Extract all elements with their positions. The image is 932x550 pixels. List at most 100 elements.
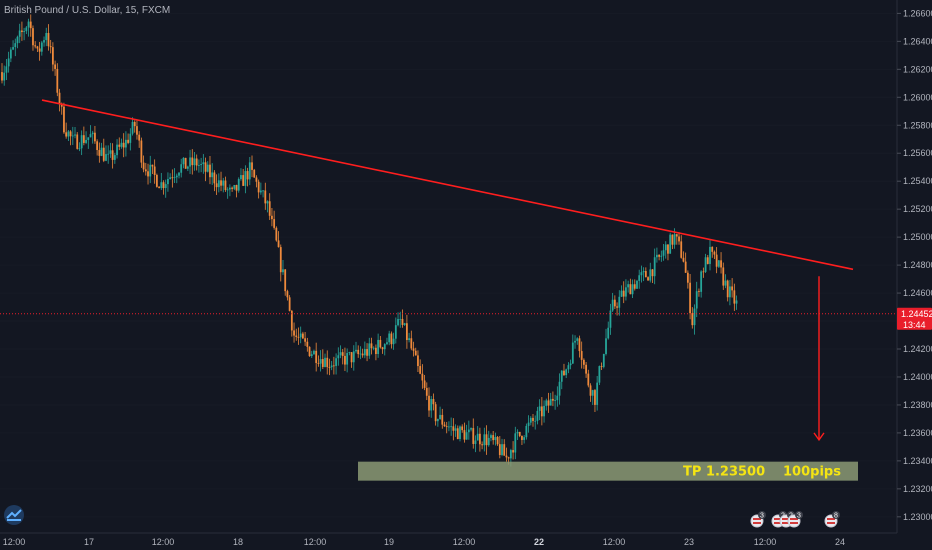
time-axis[interactable]: [0, 533, 932, 550]
badge-count: 3: [760, 513, 764, 520]
trendline[interactable]: [41, 99, 854, 271]
candle-body: [494, 437, 497, 441]
candle-body: [102, 147, 105, 161]
candle-body: [162, 182, 165, 189]
candle-body: [731, 286, 734, 291]
candle-body: [116, 144, 118, 156]
tradingview-logo[interactable]: [4, 505, 24, 525]
candles-layer: [1, 14, 738, 467]
candle-body: [222, 180, 225, 186]
candle-body: [118, 144, 121, 147]
flag-stripe: [827, 522, 835, 524]
candle-body: [600, 366, 603, 367]
candle-body: [332, 365, 335, 367]
candle-body: [32, 28, 34, 46]
event-badge[interactable]: 3: [787, 511, 803, 528]
candle-body: [675, 234, 678, 237]
candle-body: [277, 240, 280, 248]
candle-body: [140, 140, 143, 163]
candle-body: [704, 257, 707, 272]
candle-body: [589, 385, 592, 396]
candle-body: [147, 171, 149, 177]
candle-body: [275, 227, 278, 241]
candle-body: [63, 106, 65, 133]
time-axis-labels: 12:00 17 12:00 18 12:00 19 12:00 22 12:00 23 12:00…: [3, 537, 845, 547]
candle-body: [578, 338, 581, 352]
candle-body: [34, 45, 37, 47]
current-price-value: 1.24452: [901, 309, 932, 319]
candle-body: [532, 417, 534, 421]
candle-body: [381, 347, 384, 350]
candle-body: [390, 333, 393, 345]
candle-body: [503, 444, 506, 456]
candle-body: [259, 190, 262, 193]
badge-count: 8: [834, 513, 838, 520]
candle-body: [408, 338, 410, 340]
candle-body: [682, 257, 685, 262]
candle-body: [344, 355, 346, 365]
candle-body: [105, 154, 107, 161]
candle-body: [226, 189, 229, 191]
candle-body: [200, 164, 203, 166]
candle-body: [246, 171, 249, 180]
candle-body: [507, 457, 510, 459]
candle-body: [501, 444, 503, 455]
time-tick-label: 12:00: [453, 537, 476, 547]
candle-body: [662, 250, 665, 256]
target-box[interactable]: [358, 461, 858, 481]
candle-body: [335, 358, 337, 366]
candle-body: [158, 186, 160, 189]
time-tick-label: 12:00: [754, 537, 777, 547]
candle-body: [160, 182, 163, 189]
candle-body: [534, 420, 537, 422]
candle-body: [368, 343, 371, 356]
candle-body: [290, 310, 293, 331]
time-tick-label: 12:00: [603, 537, 626, 547]
candle-body: [631, 284, 634, 295]
candle-body: [616, 306, 618, 308]
candle-body: [709, 246, 711, 264]
candle-body: [306, 341, 309, 347]
event-badge[interactable]: 8: [824, 511, 840, 528]
candle-body: [89, 134, 92, 138]
event-badge[interactable]: 3: [750, 511, 766, 528]
candle-body: [80, 135, 83, 149]
economic-events[interactable]: 32238: [750, 511, 840, 528]
candle-body: [512, 450, 514, 453]
time-tick-label: 19: [384, 537, 394, 547]
candle-body: [233, 184, 236, 189]
candle-body: [129, 133, 132, 143]
candle-body: [622, 290, 625, 297]
candle-body: [98, 150, 101, 156]
candle-body: [667, 244, 669, 254]
candle-body: [111, 150, 114, 160]
candle-body: [149, 164, 152, 177]
candle-body: [224, 180, 227, 190]
candle-body: [40, 42, 43, 52]
candle-body: [209, 164, 211, 178]
price-axis[interactable]: [897, 0, 932, 533]
price-tick-label: 1.23400: [903, 456, 932, 466]
candle-body: [82, 135, 85, 143]
candle-body: [459, 426, 461, 440]
candle-body: [525, 425, 528, 438]
candle-body: [87, 137, 90, 140]
candle-body: [456, 428, 459, 440]
candle-body: [421, 373, 424, 381]
candle-body: [698, 291, 700, 292]
candle-body: [308, 346, 311, 357]
candle-body: [94, 132, 96, 142]
candle-body: [620, 290, 623, 297]
candle-body: [100, 147, 103, 156]
price-tick-label: 1.24000: [903, 372, 932, 382]
candle-body: [51, 47, 54, 65]
target-pips: 100pips: [783, 465, 841, 480]
candle-body: [527, 422, 530, 426]
price-tick-label: 1.24200: [903, 344, 932, 354]
candle-body: [547, 400, 550, 406]
candle-body: [565, 369, 568, 376]
candle-body: [182, 157, 185, 165]
candle-body: [392, 338, 395, 345]
candle-body: [403, 323, 406, 325]
